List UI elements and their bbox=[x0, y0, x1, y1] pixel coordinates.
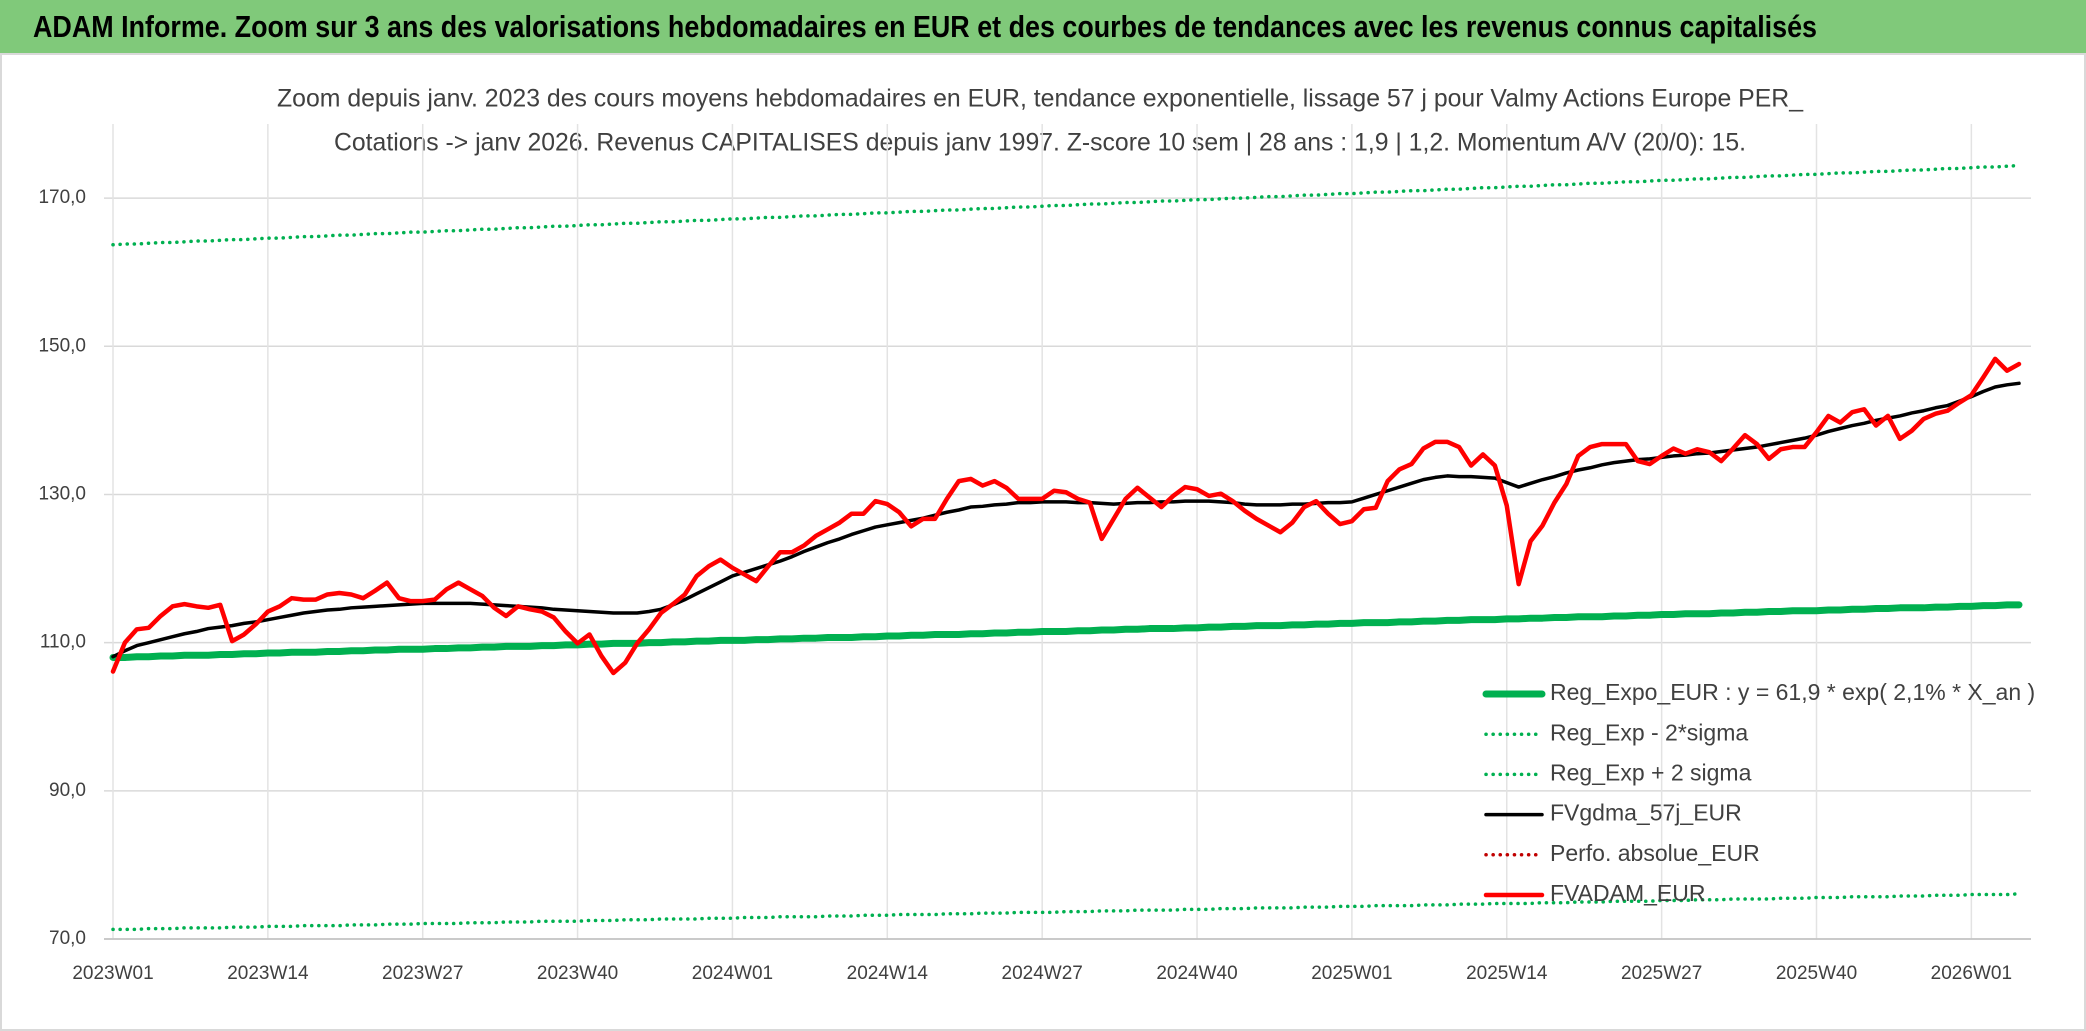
x-tick-label: 2023W40 bbox=[537, 963, 618, 984]
x-tick-label: 2024W14 bbox=[847, 963, 929, 984]
chart-subtitle: Cotations -> janv 2026. Revenus CAPITALI… bbox=[334, 129, 1746, 157]
x-tick-label: 2026W01 bbox=[1931, 963, 2012, 984]
header-title: ADAM Informe. Zoom sur 3 ans des valoris… bbox=[33, 9, 1817, 44]
series-line bbox=[109, 601, 2023, 661]
chart-frame bbox=[0, 53, 2086, 1031]
plot-lines bbox=[109, 163, 2023, 932]
x-tick-label: 2024W27 bbox=[1002, 963, 1083, 984]
series-line bbox=[111, 892, 2021, 932]
series-line bbox=[111, 381, 2021, 659]
x-tick-label: 2025W01 bbox=[1311, 963, 1392, 984]
legend-label: Perfo. absolue_EUR bbox=[1550, 840, 1760, 866]
y-tick-label: 70,0 bbox=[49, 928, 86, 949]
x-tick-label: 2024W01 bbox=[692, 963, 773, 984]
legend-label: Reg_Expo_EUR : y = 61,9 * exp( 2,1% * X_… bbox=[1550, 679, 2035, 705]
legend-label: Reg_Exp - 2*sigma bbox=[1550, 719, 1748, 745]
legend-label: FVADAM_EUR bbox=[1550, 880, 1706, 906]
x-tick-label: 2023W27 bbox=[382, 963, 463, 984]
x-tick-label: 2025W40 bbox=[1776, 963, 1857, 984]
chart-title: Zoom depuis janv. 2023 des cours moyens … bbox=[277, 85, 1804, 113]
series-line bbox=[110, 356, 2022, 676]
x-tick-label: 2023W01 bbox=[72, 963, 153, 984]
y-tick-label: 130,0 bbox=[38, 483, 86, 504]
grid: 70,0 90,0 110,0 130,0 150,0 170,0 2023W01 2023W… bbox=[38, 124, 2031, 984]
x-tick-label: 2025W27 bbox=[1621, 963, 1702, 984]
x-tick-label: 2024W40 bbox=[1156, 963, 1237, 984]
y-tick-label: 90,0 bbox=[49, 780, 86, 801]
y-tick-label: 150,0 bbox=[38, 335, 86, 356]
series-line bbox=[111, 163, 2021, 247]
x-tick-label: 2023W14 bbox=[227, 963, 309, 984]
y-tick-label: 170,0 bbox=[38, 187, 86, 208]
y-tick-label: 110,0 bbox=[40, 632, 86, 653]
legend-label: FVgdma_57j_EUR bbox=[1550, 800, 1742, 826]
x-tick-label: 2025W14 bbox=[1466, 963, 1548, 984]
header-bar bbox=[0, 0, 2086, 53]
legend: Reg_Expo_EUR : y = 61,9 * exp( 2,1% * X_… bbox=[1482, 679, 2035, 906]
legend-label: Reg_Exp + 2 sigma bbox=[1550, 759, 1752, 785]
